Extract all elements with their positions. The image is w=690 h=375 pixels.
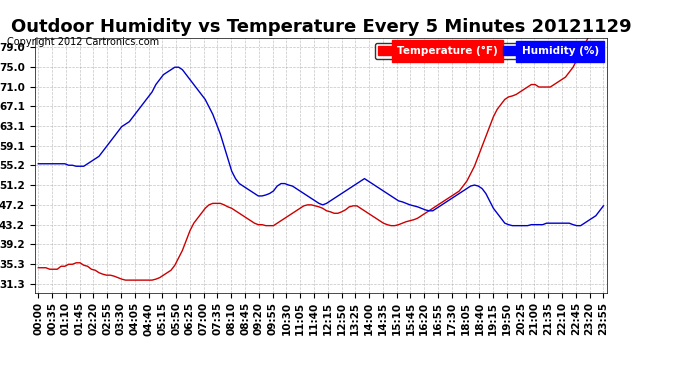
- Legend: Temperature (°F), Humidity (%): Temperature (°F), Humidity (%): [375, 43, 602, 59]
- Title: Outdoor Humidity vs Temperature Every 5 Minutes 20121129: Outdoor Humidity vs Temperature Every 5 …: [10, 18, 631, 36]
- Text: Copyright 2012 Cartronics.com: Copyright 2012 Cartronics.com: [7, 37, 159, 47]
